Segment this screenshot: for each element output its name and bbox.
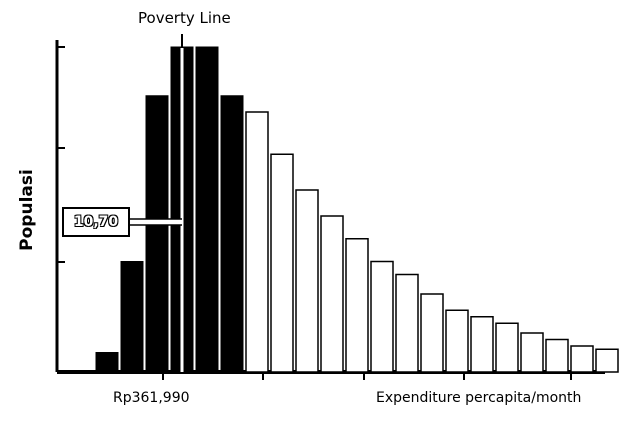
bar-10 (320, 215, 344, 373)
bar-15 (445, 309, 469, 373)
bar-8 (270, 153, 294, 373)
bar-16 (470, 316, 494, 373)
bar-7 (245, 111, 269, 373)
bar-5 (195, 46, 219, 373)
bar-14 (420, 293, 444, 373)
bar-19 (545, 338, 569, 373)
bar-17 (495, 322, 519, 373)
bar-20 (570, 345, 594, 373)
x-axis-label: Expenditure percapita/month (376, 390, 582, 406)
bar-11 (345, 238, 369, 373)
bar-9 (295, 189, 319, 373)
bar-21 (595, 348, 619, 373)
chart-title: Poverty Line (138, 9, 231, 27)
bar-13 (395, 273, 419, 373)
y-axis-label: Populasi (17, 169, 37, 251)
bar-12 (370, 260, 394, 373)
x-tick-label-poverty-line: Rp361,990 (113, 390, 190, 406)
bar-6 (220, 95, 244, 373)
bar-2 (120, 261, 144, 373)
bar-3 (145, 95, 169, 373)
bar-1 (95, 352, 119, 373)
poverty-annotation-box: 10,70 (62, 207, 130, 237)
bar-18 (520, 332, 544, 373)
